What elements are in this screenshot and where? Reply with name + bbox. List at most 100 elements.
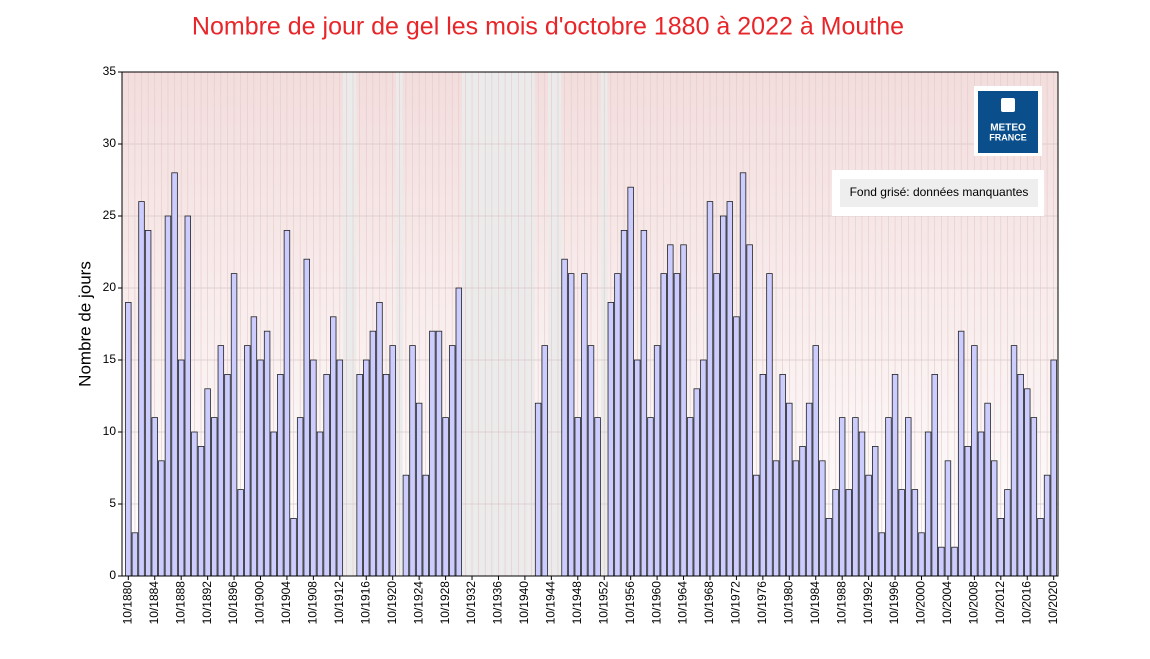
bar [131,532,139,577]
bar [667,244,674,577]
bar [1004,489,1011,577]
bar [442,417,449,577]
x-tick-label: 10/2016 [1019,581,1033,625]
bar [753,474,760,577]
chart-title: Nombre de jour de gel les mois d'octobre… [192,13,904,41]
y-tick-label: 20 [103,280,117,294]
x-tick-label: 10/1880 [120,581,134,625]
x-tick-label: 10/1888 [173,581,187,625]
bar [680,244,687,577]
x-tick-label: 10/1912 [332,581,346,625]
bar [303,258,310,577]
bar [356,373,363,577]
bar [277,373,284,577]
bar [263,330,271,577]
bar [323,373,330,577]
bar [574,417,581,577]
bar [402,474,410,577]
bar [211,417,218,577]
bar [415,402,423,577]
bar [1030,417,1038,577]
x-tick-label: 10/1996 [887,581,901,625]
bar [336,359,344,577]
bar [363,359,370,577]
x-tick-label: 10/1988 [834,581,848,625]
x-tick-label: 10/1932 [464,581,478,625]
bar [455,287,463,577]
x-tick-label: 10/1896 [226,581,240,625]
bar [369,330,377,577]
bar [151,417,158,577]
y-tick-label: 35 [103,64,117,78]
bar [620,229,628,577]
y-tick-label: 25 [103,208,117,222]
x-tick-label: 10/2020 [1046,581,1060,625]
x-tick-label: 10/1900 [253,581,267,625]
bar [217,345,225,577]
bar [719,215,727,577]
bar [759,373,767,577]
x-tick-label: 10/2008 [967,581,981,625]
bar [891,373,899,577]
x-tick-label: 10/1920 [385,581,399,625]
bar [911,489,919,577]
x-tick-label: 10/1952 [596,581,610,625]
x-tick-label: 10/1904 [279,581,293,625]
bar [838,417,846,577]
bar [845,489,852,577]
x-tick-label: 10/1928 [438,581,452,625]
x-tick-label: 10/1976 [755,581,769,625]
x-tick-label: 10/1944 [544,581,558,625]
x-tick-label: 10/1980 [781,581,795,625]
bar [581,273,588,577]
bar [872,445,879,577]
bar [984,402,991,577]
bar [931,373,938,577]
bar [191,431,198,577]
x-tick-label: 10/1892 [200,581,214,625]
bar [422,474,429,577]
bar [283,229,291,577]
bar [706,201,714,577]
bar [330,316,337,577]
bar [429,330,436,577]
bar [852,417,859,577]
x-tick-label: 10/2004 [940,581,954,625]
logo-text: FRANCE [989,132,1027,142]
bar [825,518,833,577]
bar [389,345,396,577]
bar [997,518,1005,577]
note-box [840,179,1038,207]
bar [792,460,800,577]
bar [865,474,872,577]
bar [230,273,238,577]
bar [257,359,264,577]
x-tick-label: 10/1964 [676,581,690,625]
bar [1024,388,1031,577]
bar [977,431,985,577]
bar [224,373,231,577]
bar [878,532,886,577]
bar [713,273,720,577]
bar [197,445,205,577]
bar [858,431,866,577]
bar [270,431,277,577]
bar [594,417,601,577]
x-tick-label: 10/1960 [649,581,663,625]
bar [733,316,740,577]
bar [587,345,595,577]
plot-frame [121,71,1059,577]
bar [905,417,912,577]
y-axis-label: Nombre de jours [75,261,94,387]
x-tick-label: 10/1956 [623,581,637,625]
bar [290,518,297,577]
bar [376,301,383,577]
bar [138,201,145,577]
x-tick-label: 10/1908 [306,581,320,625]
x-tick-label: 10/1984 [808,581,822,625]
x-tick-label: 10/2012 [993,581,1007,625]
bar [614,273,621,577]
bar [819,460,826,577]
bar [237,489,244,577]
